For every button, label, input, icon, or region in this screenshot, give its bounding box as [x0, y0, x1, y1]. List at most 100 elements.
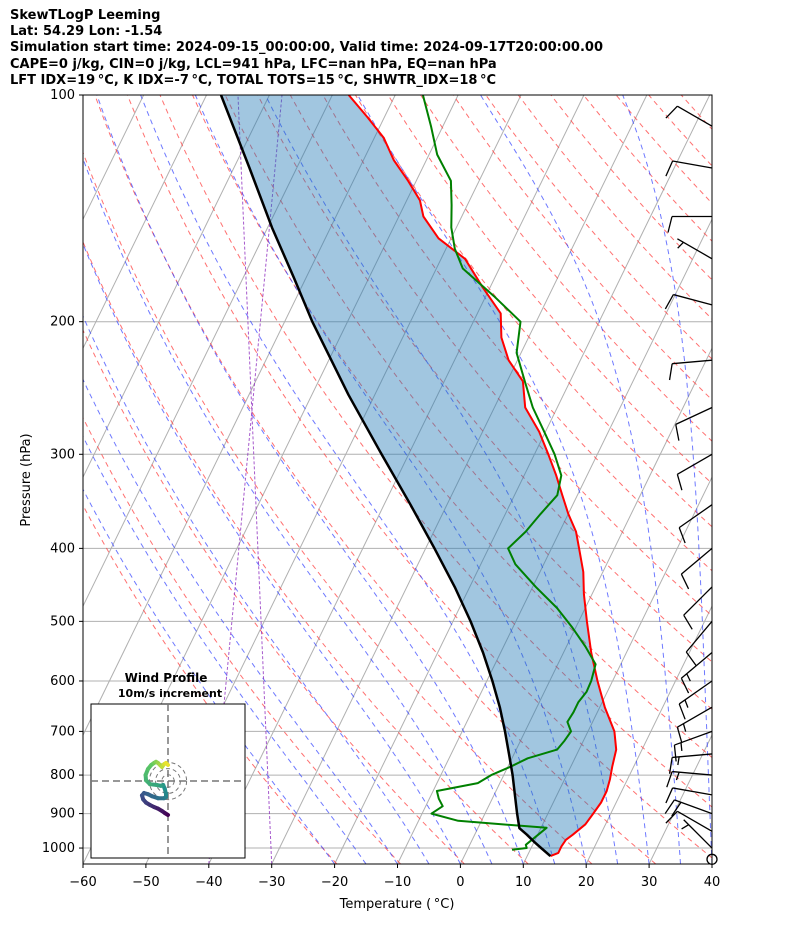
title-line-5: LFT IDX=19 °C, K IDX=-7 °C, TOTAL TOTS=1…	[10, 73, 497, 88]
cape-area	[221, 95, 617, 857]
wind-barb-flag	[668, 757, 673, 774]
x-tick-label: 20	[578, 875, 595, 890]
wind-barb-shaft	[680, 652, 713, 679]
y-tick-label: 400	[50, 541, 75, 556]
dewpoint-line	[421, 95, 597, 851]
moist-adiabat	[83, 378, 398, 864]
isotherm-line	[648, 733, 712, 864]
isotherm-line	[83, 95, 270, 479]
wind-barb-flag	[680, 677, 690, 694]
wind-barb-shaft	[683, 586, 713, 616]
y-tick-label: 1000	[42, 841, 75, 856]
title-line-3: Simulation start time: 2024-09-15_00:00:…	[10, 40, 603, 55]
moist-adiabat	[194, 95, 587, 864]
wind-barb	[678, 680, 713, 720]
wind-barb-shaft	[678, 504, 713, 529]
wind-barb	[680, 547, 713, 590]
wind-barb-shaft	[685, 620, 713, 653]
wind-barb	[675, 406, 713, 441]
background-lines	[0, 95, 712, 864]
hodograph-segment	[164, 761, 170, 767]
wind-barb	[678, 504, 713, 544]
wind-barb-half-flag	[686, 673, 691, 682]
isotherm-line	[459, 347, 712, 864]
moist-adiabat	[83, 157, 493, 864]
dry-adiabat	[83, 328, 465, 864]
y-tick-label: 800	[50, 768, 75, 783]
hodograph-inset: Wind Profile 10m/s increment	[90, 671, 246, 859]
wind-barb	[676, 706, 713, 744]
mixing-ratio-line	[237, 95, 273, 864]
wind-barb-flag	[671, 801, 682, 817]
wind-barb-shaft	[672, 160, 713, 169]
dry-adiabat	[322, 95, 712, 572]
wind-barb	[665, 810, 713, 832]
wind-barb-half-flag	[677, 241, 684, 249]
dry-adiabat	[289, 95, 712, 617]
title-line-1: SkewTLogP Leeming	[10, 8, 161, 23]
x-tick-label: −20	[321, 875, 348, 890]
y-tick-label: 700	[50, 724, 75, 739]
moist-adiabat	[96, 95, 524, 864]
wind-barb-flag	[675, 424, 680, 441]
isotherm-line	[83, 95, 396, 737]
x-tick-label: −30	[258, 875, 285, 890]
wind-barb-half-flag	[677, 756, 680, 766]
wind-barb-shaft	[677, 105, 713, 127]
wind-barb-shaft	[672, 359, 713, 365]
wind-barb	[668, 753, 713, 774]
wind-barb	[667, 215, 712, 233]
dry-adiabat	[224, 95, 712, 710]
y-tick-label: 200	[50, 315, 75, 330]
isotherm-line	[83, 95, 207, 350]
wind-barb	[665, 160, 713, 177]
x-tick-label: 0	[456, 875, 464, 890]
isotherm-line	[522, 476, 712, 864]
temperature-line	[347, 95, 618, 858]
parcel-temperature-area	[221, 95, 617, 857]
hodograph-title: Wind Profile	[125, 671, 208, 685]
isotherm-line	[271, 95, 648, 864]
wind-barb-shaft	[672, 753, 713, 759]
dry-adiabat	[83, 240, 529, 864]
wind-barb-half-flag	[675, 771, 680, 781]
moist-adiabat	[264, 95, 619, 864]
isotherm-line	[585, 604, 712, 864]
wind-barb-flag	[665, 810, 678, 824]
y-axis-label: Pressure (hPa)	[19, 433, 34, 526]
moist-adiabat	[140, 95, 556, 864]
moist-adiabat	[83, 435, 367, 864]
y-tick-label: 600	[50, 674, 75, 689]
dry-adiabat	[648, 95, 712, 167]
calm-wind-circle	[706, 853, 718, 865]
moist-adiabat	[83, 488, 336, 864]
isotherm-line	[0, 95, 18, 864]
y-tick-label: 500	[50, 614, 75, 629]
wind-barb-flag	[683, 614, 693, 630]
wind-barb	[685, 620, 713, 666]
wind-barb	[665, 787, 713, 804]
dry-adiabat	[354, 95, 712, 528]
wind-barb-shaft	[680, 547, 713, 575]
wind-barb-flag	[676, 726, 683, 744]
wind-barb-half-flag	[680, 742, 683, 751]
wind-barb-flag	[685, 651, 697, 666]
wind-barb-shaft	[683, 819, 713, 849]
wind-barb-flag	[673, 745, 677, 762]
wind-barb-shaft	[674, 799, 713, 815]
wind-barb-half-flag	[684, 699, 689, 708]
wind-barb-flag	[664, 799, 675, 814]
wind-barb	[664, 293, 713, 310]
wind-barb-flag	[665, 105, 678, 119]
wind-barb	[683, 586, 713, 630]
wind-barb-flag	[668, 363, 673, 381]
wind-barb-flag	[680, 573, 690, 590]
wind-barb-flag	[678, 527, 686, 544]
x-tick-label: −60	[69, 875, 96, 890]
moist-adiabat	[357, 95, 650, 864]
x-tick-label: 40	[704, 875, 721, 890]
wind-barb	[673, 730, 713, 762]
x-tick-label: −10	[384, 875, 411, 890]
